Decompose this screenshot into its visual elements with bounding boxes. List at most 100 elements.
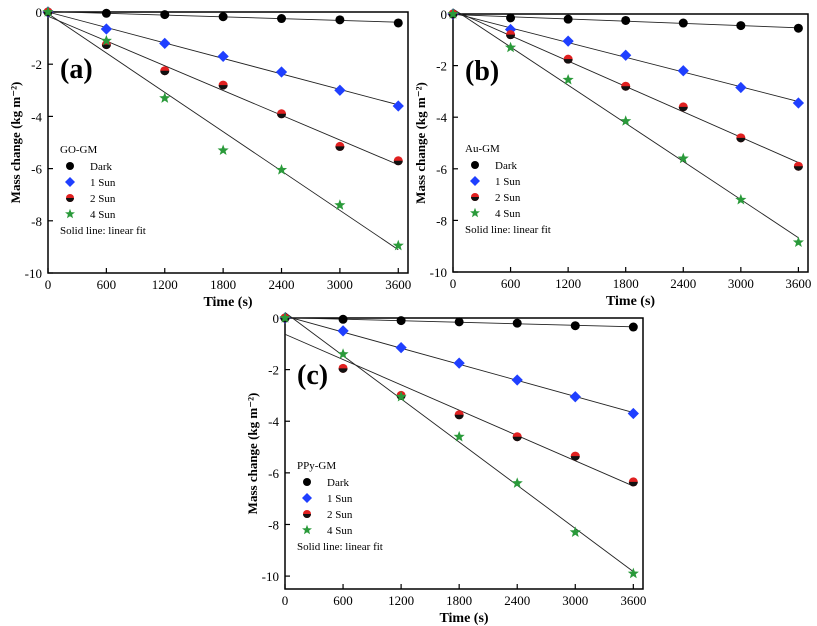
legend-label: 2 Sun bbox=[90, 193, 116, 205]
data-point bbox=[735, 81, 747, 94]
data-point bbox=[335, 15, 345, 25]
series-4-sun bbox=[447, 8, 804, 248]
data-point bbox=[736, 133, 746, 143]
data-point bbox=[447, 8, 459, 19]
data-point bbox=[160, 66, 170, 76]
legend-note: Solid line: linear fit bbox=[60, 225, 146, 237]
series-1-sun bbox=[279, 312, 639, 420]
legend-marker bbox=[471, 193, 479, 201]
data-point bbox=[160, 10, 170, 20]
data-point bbox=[279, 312, 291, 323]
marker-shade bbox=[303, 514, 311, 518]
series-dark bbox=[448, 9, 803, 33]
data-point bbox=[217, 50, 229, 62]
data-point bbox=[337, 348, 349, 359]
data-point bbox=[512, 318, 522, 328]
x-tick-label: 3600 bbox=[385, 277, 411, 292]
marker-shade bbox=[454, 414, 464, 420]
data-point bbox=[395, 342, 407, 354]
legend-label: 4 Sun bbox=[495, 208, 521, 220]
x-tick-label: 3600 bbox=[620, 593, 646, 608]
x-tick-label: 3000 bbox=[728, 276, 754, 291]
marker-shade bbox=[393, 160, 403, 166]
y-tick-label: -8 bbox=[31, 214, 42, 229]
y-tick-label: -2 bbox=[436, 59, 447, 74]
data-point bbox=[793, 23, 803, 33]
marker-shade bbox=[160, 70, 170, 76]
legend-label: 4 Sun bbox=[327, 525, 353, 537]
data-point bbox=[511, 477, 523, 488]
data-point bbox=[628, 322, 638, 332]
data-point bbox=[218, 80, 228, 90]
data-point bbox=[628, 477, 638, 487]
data-point bbox=[334, 199, 346, 210]
data-point bbox=[569, 391, 581, 403]
marker-shade bbox=[277, 113, 287, 119]
data-point bbox=[627, 407, 639, 420]
data-point bbox=[562, 35, 574, 47]
y-axis-title: Mass change (kg m⁻²) bbox=[413, 82, 428, 204]
data-point bbox=[275, 66, 288, 78]
panel-label: (a) bbox=[60, 54, 93, 85]
x-tick-label: 0 bbox=[45, 277, 52, 292]
legend-marker bbox=[66, 194, 74, 202]
chart-panel-a: 0 600 1200 1800 2400 3000 3600 0 -2 -4 -6 -8 -10 Time… bbox=[8, 5, 411, 310]
plot-frame bbox=[452, 13, 809, 273]
marker-shade bbox=[218, 85, 228, 90]
data-point bbox=[621, 15, 631, 25]
y-tick-label: -6 bbox=[436, 162, 447, 177]
legend-label: Dark bbox=[90, 161, 112, 173]
data-point bbox=[338, 363, 348, 373]
data-point bbox=[337, 325, 349, 337]
data-point bbox=[218, 12, 228, 22]
legend-label: 2 Sun bbox=[327, 509, 353, 521]
data-point bbox=[511, 374, 523, 386]
fit-line-4-sun bbox=[47, 13, 399, 251]
data-point bbox=[159, 92, 171, 103]
data-point bbox=[793, 161, 803, 171]
marker-shade bbox=[338, 368, 348, 373]
data-point bbox=[338, 314, 348, 324]
data-point bbox=[677, 65, 689, 77]
data-point bbox=[392, 239, 404, 251]
x-tick-label: 0 bbox=[282, 593, 289, 608]
x-tick-label: 600 bbox=[97, 277, 117, 292]
series-2-sun bbox=[280, 313, 638, 487]
data-point bbox=[677, 152, 689, 164]
x-tick-label: 1200 bbox=[152, 277, 178, 292]
legend-marker bbox=[302, 524, 312, 535]
data-point bbox=[277, 109, 287, 119]
x-axis-title: Time (s) bbox=[606, 294, 655, 309]
marker-shade bbox=[736, 137, 746, 143]
data-point bbox=[453, 430, 465, 442]
legend-marker bbox=[65, 177, 75, 187]
x-tick-label: 600 bbox=[333, 593, 353, 608]
legend-title: Au-GM bbox=[465, 143, 500, 155]
data-point bbox=[505, 41, 517, 53]
legend-label: Dark bbox=[327, 477, 349, 489]
data-point bbox=[627, 567, 639, 579]
x-tick-label: 3600 bbox=[785, 276, 811, 291]
data-point bbox=[570, 451, 580, 461]
legend-marker bbox=[470, 207, 480, 218]
legend-marker bbox=[65, 208, 75, 219]
series-4-sun bbox=[279, 312, 639, 579]
series-2-sun bbox=[448, 9, 803, 171]
panel-label: (c) bbox=[297, 360, 328, 391]
legend-label: 1 Sun bbox=[495, 176, 521, 188]
x-tick-label: 600 bbox=[501, 276, 521, 291]
x-tick-label: 1200 bbox=[555, 276, 581, 291]
data-point bbox=[277, 14, 287, 24]
data-point bbox=[100, 23, 113, 35]
x-tick-label: 2400 bbox=[269, 277, 295, 292]
data-point bbox=[569, 526, 581, 537]
legend-marker bbox=[303, 510, 311, 518]
legend-label: 1 Sun bbox=[90, 177, 116, 189]
marker-shade bbox=[506, 34, 516, 40]
marker-shade bbox=[678, 106, 688, 112]
data-point bbox=[101, 8, 111, 18]
data-point bbox=[100, 34, 112, 46]
y-tick-label: -4 bbox=[31, 109, 42, 124]
y-tick-label: -6 bbox=[268, 466, 279, 481]
data-point bbox=[335, 141, 345, 151]
